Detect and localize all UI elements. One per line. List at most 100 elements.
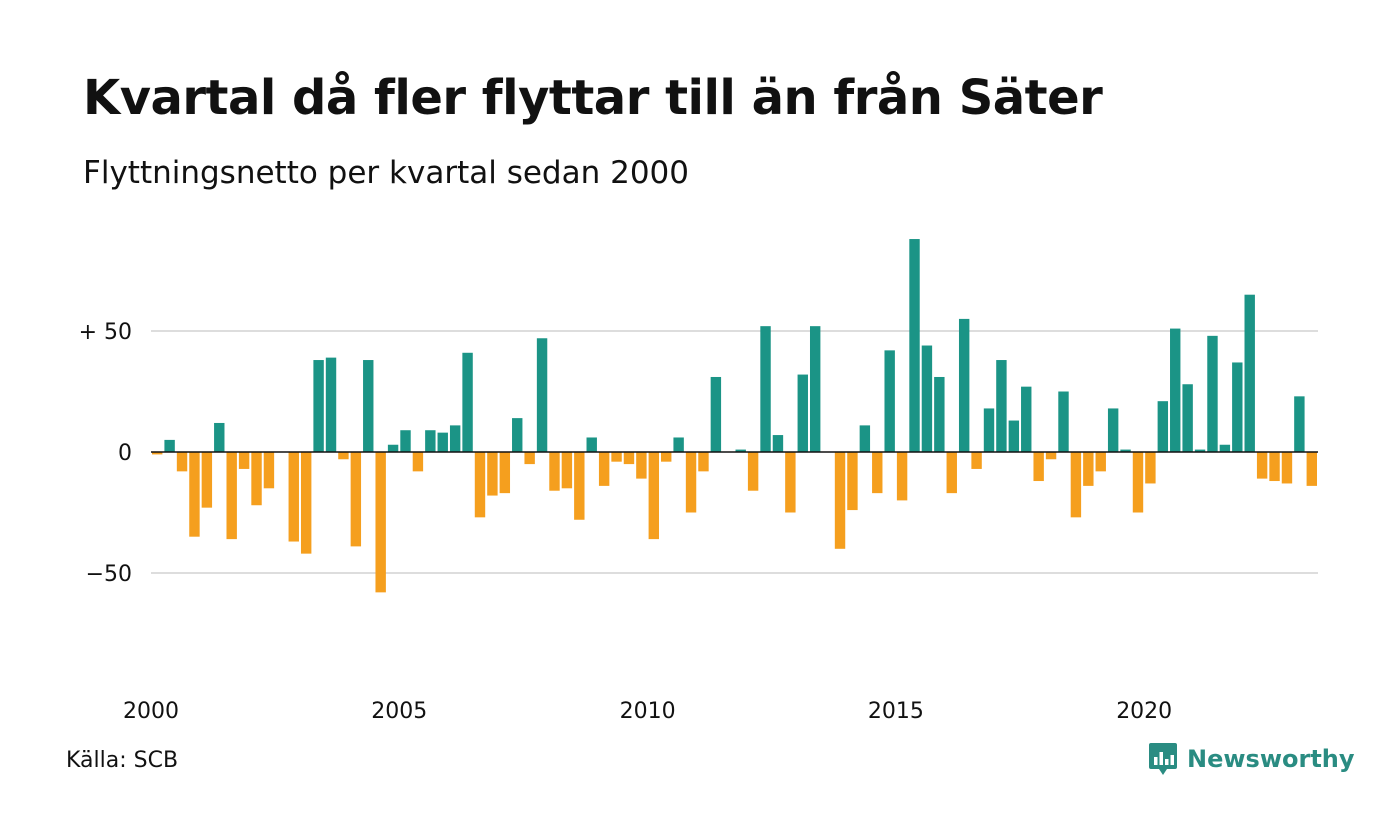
bar	[896, 452, 908, 501]
bar	[909, 239, 920, 452]
bar	[1132, 452, 1144, 513]
bar	[499, 452, 511, 494]
bar	[983, 408, 995, 452]
bar	[561, 452, 573, 489]
bar	[449, 425, 461, 452]
bar	[710, 376, 722, 452]
bar	[474, 452, 486, 518]
bar	[872, 452, 883, 494]
bar	[462, 352, 473, 452]
bar	[524, 452, 535, 465]
bar	[375, 452, 386, 593]
bar	[934, 376, 945, 452]
newsworthy-chart-bubble-icon	[1149, 743, 1177, 775]
bar	[1232, 362, 1243, 452]
bar	[958, 318, 970, 452]
bar	[288, 452, 299, 542]
bar	[971, 452, 982, 469]
bar	[363, 360, 374, 452]
bar	[760, 326, 771, 452]
bar	[1281, 452, 1293, 484]
bar	[189, 452, 200, 537]
bar	[797, 374, 808, 452]
bar	[1182, 384, 1193, 452]
bar	[1033, 452, 1044, 482]
bar	[425, 430, 436, 452]
bar	[1120, 449, 1131, 452]
brand-name: Newsworthy	[1187, 745, 1355, 773]
x-axis-ticks: 2000 2005 2010 2015 2020	[123, 699, 1172, 724]
x-tick-label: 2005	[371, 699, 427, 724]
bar	[661, 452, 672, 462]
bar	[226, 452, 237, 540]
grid-lines	[151, 330, 1318, 574]
bar	[1219, 444, 1231, 452]
bar	[996, 360, 1007, 452]
bar	[536, 338, 548, 452]
bar	[1294, 396, 1305, 452]
bar	[1107, 408, 1119, 452]
bar	[598, 452, 610, 486]
bar	[636, 452, 647, 479]
bar	[251, 452, 262, 506]
x-tick-label: 2010	[620, 699, 676, 724]
bar	[1083, 452, 1094, 486]
bar-chart: + 50 0 −50 2000 2005 2010 2015 2020	[79, 239, 1318, 724]
bar	[437, 432, 448, 452]
bar	[1045, 452, 1057, 460]
bar	[1306, 452, 1317, 486]
bar	[946, 452, 957, 494]
x-tick-label: 2000	[123, 699, 179, 724]
bar	[574, 452, 585, 520]
bar	[1021, 386, 1032, 452]
source-note: Källa: SCB	[66, 748, 179, 773]
bar	[859, 425, 871, 452]
bar	[747, 452, 759, 491]
x-tick-label: 2015	[868, 699, 924, 724]
bar	[611, 452, 622, 462]
bar	[1170, 328, 1181, 452]
bar	[648, 452, 660, 540]
bar	[1145, 452, 1156, 484]
bar	[1008, 420, 1020, 452]
bar	[300, 452, 312, 554]
bar	[387, 444, 399, 452]
bar	[176, 452, 188, 472]
bar	[263, 452, 275, 489]
bar	[1256, 452, 1268, 479]
bar	[884, 350, 895, 452]
y-axis-ticks: + 50 0 −50	[79, 320, 132, 587]
bar	[350, 452, 362, 547]
bar	[586, 437, 597, 452]
bars	[152, 239, 1317, 593]
bar	[164, 439, 175, 452]
y-tick-label: + 50	[79, 320, 132, 345]
y-tick-label: −50	[86, 562, 132, 587]
bar	[325, 357, 337, 452]
bar	[338, 452, 349, 460]
x-tick-label: 2020	[1116, 699, 1172, 724]
bar	[1244, 294, 1255, 452]
bar	[1070, 452, 1082, 518]
bar	[1194, 449, 1206, 452]
bar	[921, 345, 933, 452]
bar	[152, 452, 163, 455]
bar	[1269, 452, 1280, 482]
bar	[735, 449, 746, 452]
bar	[238, 452, 250, 469]
bar	[1058, 391, 1069, 452]
bar	[772, 435, 784, 452]
bar	[313, 360, 324, 452]
bar	[400, 430, 411, 452]
bar	[685, 452, 697, 513]
bar	[1157, 401, 1169, 452]
bar	[512, 418, 523, 452]
bar	[834, 452, 846, 549]
chart-subtitle: Flyttningsnetto per kvartal sedan 2000	[83, 155, 689, 191]
bar	[549, 452, 560, 491]
bar	[412, 452, 424, 472]
bar	[623, 452, 635, 465]
bar	[785, 452, 796, 513]
bar	[201, 452, 213, 508]
bar	[698, 452, 709, 472]
